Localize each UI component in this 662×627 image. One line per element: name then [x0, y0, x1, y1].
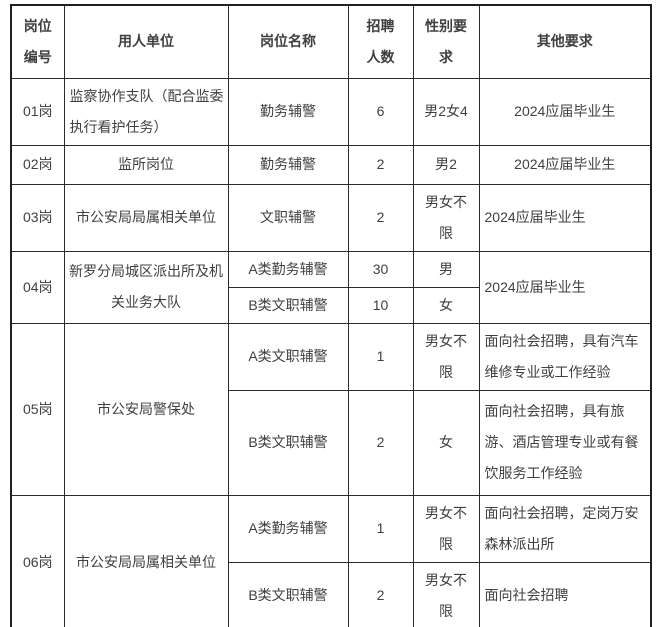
cell-r05b-other: 面向社会招聘，具有旅 游、酒店管理专业或有餐 饮服务工作经验 [478, 389, 652, 496]
table-row-06a: 06岗 市公安局局属相关单位 A类勤务辅警 1 男女不 限 面向社会招聘，定岗万… [10, 494, 652, 627]
cell-r06a-other: 面向社会招聘，定岗万安 森林派出所 [478, 494, 652, 563]
cell-r02-other: 2024应届毕业生 [478, 144, 652, 185]
cell-r03-position: 文职辅警 [227, 183, 349, 252]
cell-r03-employer: 市公安局局属相关单位 [63, 183, 229, 252]
header-cell-count: 招聘 人数 [347, 4, 414, 79]
cell-r04-id: 04岗 [10, 250, 65, 324]
cell-r06b-count: 2 [347, 561, 414, 627]
cell-r03-gender: 男女不 限 [412, 183, 480, 252]
cell-r01-id: 01岗 [10, 77, 65, 146]
cell-r01-other: 2024应届毕业生 [478, 77, 652, 146]
cell-r02-count: 2 [347, 144, 414, 185]
cell-r03-other: 2024应届毕业生 [478, 183, 652, 252]
cell-r06b-gender: 男女不 限 [412, 561, 480, 627]
cell-r06a-count: 1 [347, 494, 414, 563]
cell-r05b-gender: 女 [412, 389, 480, 496]
header-cell-position: 岗位名称 [227, 4, 349, 79]
cell-r01-employer: 监察协作支队（配合监委 执行看护任务） [63, 77, 229, 146]
cell-r04b-gender: 女 [412, 286, 480, 324]
cell-r01-count: 6 [347, 77, 414, 146]
cell-r04a-position: A类勤务辅警 [227, 250, 349, 288]
cell-r06a-position: A类勤务辅警 [227, 494, 349, 563]
header-cell-other: 其他要求 [478, 4, 652, 79]
cell-r05a-other: 面向社会招聘，具有汽车 维修专业或工作经验 [478, 322, 652, 391]
cell-r01-gender: 男2女4 [412, 77, 480, 146]
cell-r04b-count: 10 [347, 286, 414, 324]
cell-r03-id: 03岗 [10, 183, 65, 252]
table-row-04b: B类文职辅警 10 女 [11, 286, 651, 324]
header-cell-gender: 性别要 求 [412, 4, 480, 79]
table-row-02: 02岗 监所岗位 勤务辅警 2 男2 2024应届毕业生 [10, 144, 652, 185]
header-cell-employer: 用人单位 [63, 4, 229, 79]
table-row-04a: 04岗 新罗分局城区派出所及机 关业务大队 A类勤务辅警 30 男 2024应届… [10, 250, 652, 324]
cell-r02-gender: 男2 [412, 144, 480, 185]
cell-r06a-gender: 男女不 限 [412, 494, 480, 563]
cell-r04-other: 2024应届毕业生 [478, 250, 652, 324]
cell-r05b-count: 2 [347, 389, 414, 496]
cell-r06-employer: 市公安局局属相关单位 [63, 494, 229, 627]
cell-r02-employer: 监所岗位 [63, 144, 229, 185]
table-row-06b: B类文职辅警 2 男女不 限 面向社会招聘 [11, 561, 652, 627]
table-row-05b: B类文职辅警 2 女 面向社会招聘，具有旅 游、酒店管理专业或有餐 饮服务工作经… [11, 389, 652, 496]
cell-r05a-position: A类文职辅警 [227, 322, 349, 391]
cell-r04-employer: 新罗分局城区派出所及机 关业务大队 [63, 250, 229, 324]
table-row-03: 03岗 市公安局局属相关单位 文职辅警 2 男女不 限 2024应届毕业生 [10, 183, 652, 252]
cell-r06b-other: 面向社会招聘 [478, 561, 652, 627]
table-row-05a: 05岗 市公安局警保处 A类文职辅警 1 男女不 限 面向社会招聘，具有汽车 维… [10, 322, 652, 496]
cell-r05a-count: 1 [347, 322, 414, 391]
cell-r04b-position: B类文职辅警 [227, 286, 349, 324]
cell-r05a-gender: 男女不 限 [412, 322, 480, 391]
cell-r04a-gender: 男 [412, 250, 480, 288]
recruitment-table: 岗位 编号 用人单位 岗位名称 招聘 人数 性别要 求 其他要求 01岗 监察协… [10, 4, 652, 627]
cell-r05-employer: 市公安局警保处 [63, 322, 229, 496]
cell-r04a-count: 30 [347, 250, 414, 288]
cell-r02-position: 勤务辅警 [227, 144, 349, 185]
cell-r05b-position: B类文职辅警 [227, 389, 349, 496]
cell-r06-id: 06岗 [10, 494, 65, 627]
cell-r06b-position: B类文职辅警 [227, 561, 349, 627]
header-cell-job-id: 岗位 编号 [10, 4, 65, 79]
cell-r05-id: 05岗 [10, 322, 65, 496]
cell-r02-id: 02岗 [10, 144, 65, 185]
header-row: 岗位 编号 用人单位 岗位名称 招聘 人数 性别要 求 其他要求 [10, 4, 652, 79]
cell-r01-position: 勤务辅警 [227, 77, 349, 146]
table-row-01: 01岗 监察协作支队（配合监委 执行看护任务） 勤务辅警 6 男2女4 2024… [10, 77, 652, 146]
cell-r03-count: 2 [347, 183, 414, 252]
